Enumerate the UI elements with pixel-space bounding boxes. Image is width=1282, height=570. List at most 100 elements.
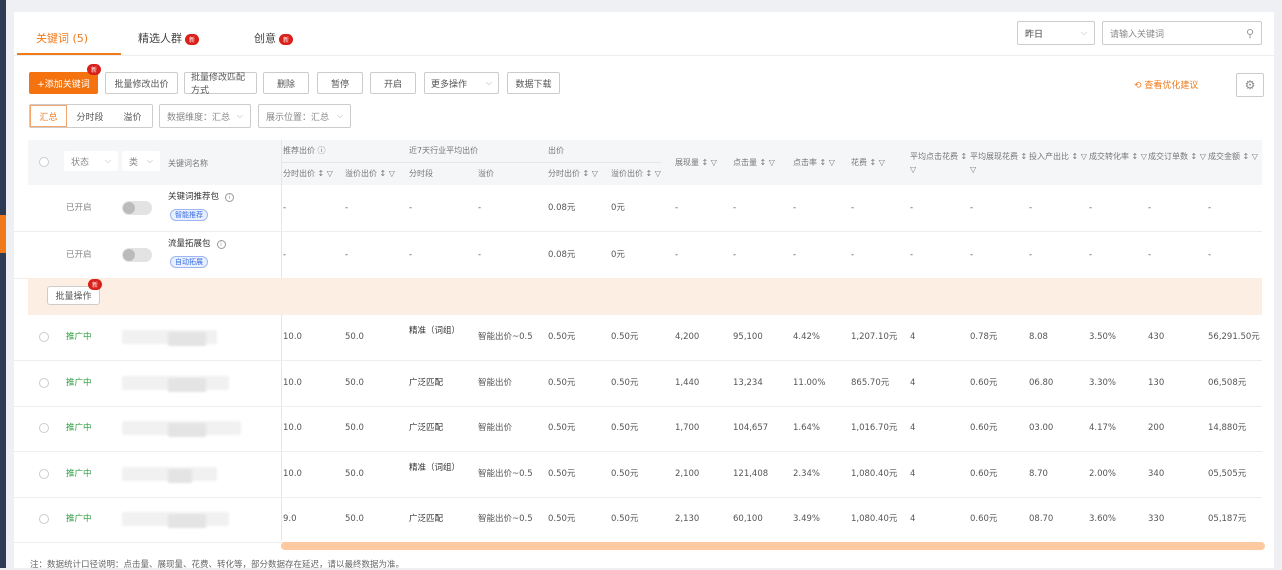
table-cell: 9.0 — [283, 514, 297, 524]
info-icon[interactable]: i — [216, 240, 226, 249]
delete-button[interactable]: 删除 — [263, 72, 309, 94]
row-checkbox[interactable] — [39, 514, 49, 524]
dimension-select[interactable]: 数据维度：汇总 ⌵ — [159, 104, 251, 128]
table-cell: 340 — [1148, 468, 1165, 479]
table-cell: - — [1208, 250, 1212, 260]
tab-keywords[interactable]: 关键词 (5) — [36, 30, 88, 46]
new-badge: 新 — [185, 33, 200, 45]
table-cell: 0.50元 — [611, 377, 639, 388]
download-button[interactable]: 数据下载 — [507, 72, 560, 94]
chevron-down-icon: ⌵ — [336, 111, 343, 120]
table-cell: 10.0 — [283, 468, 302, 479]
position-select[interactable]: 展示位置：汇总 ⌵ — [258, 104, 351, 128]
batch-match-button[interactable]: 批量修改匹配方式 — [184, 72, 257, 96]
pause-button[interactable]: 暂停 — [317, 72, 363, 94]
button-label: 删除 — [276, 79, 295, 90]
tab-creative[interactable]: 创意新 — [254, 30, 294, 46]
lightbulb-icon: ⟲ — [1134, 81, 1145, 91]
table-cell: 430 — [1148, 332, 1165, 342]
row-divider — [14, 231, 1262, 232]
table-cell: 10.0 — [283, 377, 302, 388]
row-checkbox[interactable] — [39, 332, 49, 342]
row-checkbox[interactable] — [39, 377, 49, 388]
table-cell: - — [793, 250, 797, 260]
tab-label: 精选人群 — [138, 32, 182, 45]
table-cell: 0.50元 — [611, 332, 639, 342]
column-header[interactable]: 溢价 — [478, 169, 494, 178]
column-header[interactable]: 溢价出价 ↕ ▽ — [611, 169, 661, 178]
tab-audience[interactable]: 精选人群新 — [138, 30, 200, 46]
table-cell: - — [675, 203, 679, 213]
table-cell: 0.50元 — [548, 514, 576, 524]
segment-summary[interactable]: 汇总 — [30, 105, 67, 127]
package-toggle[interactable] — [122, 201, 152, 215]
enable-button[interactable]: 开启 — [370, 72, 416, 94]
column-header[interactable]: 溢价出价 ↕ ▽ — [345, 169, 395, 178]
horizontal-scrollbar[interactable] — [281, 542, 1265, 550]
info-icon[interactable]: i — [225, 193, 235, 202]
select-all-checkbox[interactable] — [39, 157, 49, 167]
table-cell: - — [1029, 203, 1033, 213]
table-cell: 智能出价 — [478, 423, 513, 433]
keyword-blurred — [168, 423, 206, 437]
column-header[interactable]: 展现量 ↕ ▽ — [675, 158, 717, 167]
table-cell: 865.70元 — [851, 377, 890, 388]
column-header[interactable]: 花费 ↕ ▽ — [851, 158, 885, 167]
segment-control: 汇总 分时段 溢价 — [29, 104, 153, 128]
package-toggle[interactable] — [122, 248, 152, 262]
select-value: 展示位置：汇总 — [266, 112, 330, 123]
table-cell: 3.60% — [1089, 514, 1117, 524]
column-group-header: 近7天行业平均出价 — [409, 146, 479, 155]
segment-premium[interactable]: 溢价 — [113, 105, 152, 127]
table-cell: - — [851, 203, 855, 213]
status-filter-select[interactable]: 状态 ⌵ — [64, 151, 118, 171]
button-label: 批量修改出价 — [114, 79, 169, 90]
column-header[interactable]: 成交金额 ↕ ▽ — [1208, 152, 1258, 161]
table-cell: 1,207.10元 — [851, 332, 898, 342]
column-header[interactable]: 分时段 — [409, 169, 433, 178]
more-actions-dropdown[interactable]: 更多操作 ⌵ — [424, 72, 499, 94]
optimize-suggestion-link[interactable]: ⟲ 查看优化建议 — [1134, 78, 1198, 91]
search-input[interactable]: 请输入关键词 ⚲ — [1102, 21, 1262, 45]
row-checkbox[interactable] — [39, 423, 49, 433]
table-cell: - — [733, 203, 737, 213]
table-cell: 0.78元 — [970, 332, 998, 342]
column-header[interactable]: 点击量 ↕ ▽ — [733, 158, 775, 167]
column-header[interactable]: 平均点击花费 ↕ ▽ — [910, 152, 968, 174]
table-cell: 0元 — [611, 250, 625, 260]
batch-bid-button[interactable]: 批量修改出价 — [105, 72, 178, 94]
table-cell: 13,234 — [733, 377, 763, 388]
package-name: 关键词推荐包 i — [168, 191, 235, 203]
column-header[interactable]: 成交转化率 ↕ ▽ — [1089, 152, 1147, 161]
table-cell: 4 — [910, 423, 916, 433]
table-cell: - — [409, 250, 413, 260]
column-group-header: 出价 — [548, 146, 564, 155]
table-cell: 2.34% — [793, 468, 821, 479]
add-keyword-button[interactable]: +添加关键词 — [29, 72, 98, 94]
column-header[interactable]: 分时出价 ↕ ▽ — [283, 169, 333, 178]
segment-timeslot[interactable]: 分时段 — [67, 105, 113, 127]
select-value: 数据维度：汇总 — [167, 112, 231, 123]
chevron-down-icon: ⌵ — [146, 156, 153, 165]
type-filter-select[interactable]: 类 ⌵ — [122, 151, 160, 171]
batch-operation-button[interactable]: 批量操作 — [47, 286, 100, 305]
table-cell: - — [1148, 203, 1152, 213]
table-cell: 121,408 — [733, 468, 769, 479]
settings-button[interactable]: ⚙ — [1236, 73, 1264, 97]
column-header[interactable]: 投入产出比 ↕ ▽ — [1029, 152, 1087, 161]
table-cell: 1,016.70元 — [851, 423, 898, 433]
table-cell: 104,657 — [733, 423, 769, 433]
keyword-blurred — [168, 514, 206, 528]
row-checkbox[interactable] — [39, 468, 49, 479]
column-header[interactable]: 平均展现花费 ↕ ▽ — [970, 152, 1028, 174]
table-cell: 0.50元 — [611, 514, 639, 524]
date-select[interactable]: 昨日 ⌵ — [1017, 21, 1095, 45]
column-header[interactable]: 分时出价 ↕ ▽ — [548, 169, 598, 178]
table-cell: 50.0 — [345, 514, 364, 524]
table-cell: 4 — [910, 332, 916, 342]
column-header[interactable]: 点击率 ↕ ▽ — [793, 158, 835, 167]
table-cell: 智能出价~0.5 — [478, 332, 533, 342]
column-header[interactable]: 成交订单数 ↕ ▽ — [1148, 152, 1206, 161]
table-cell: - — [1148, 250, 1152, 260]
package-tag: 智能推荐 — [170, 209, 208, 221]
